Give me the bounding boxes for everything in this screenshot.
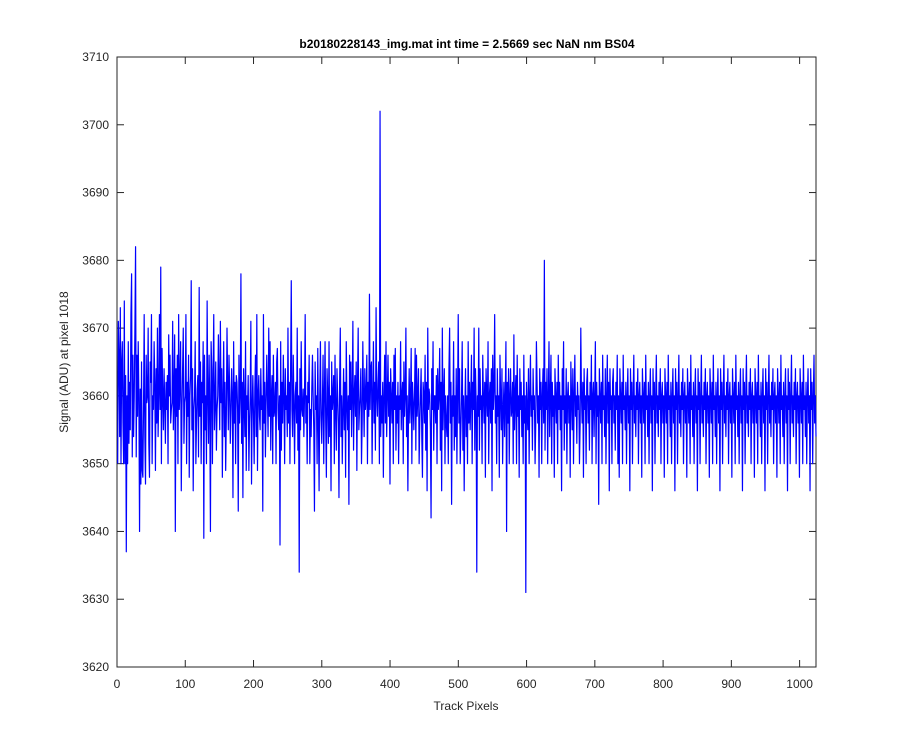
series-layer bbox=[117, 110, 817, 594]
y-tick-label: 3690 bbox=[82, 186, 109, 200]
y-axis-ticks: 3620 3630 3640 3650 3660 3670 3680 3690 3700 3710 bbox=[82, 50, 816, 674]
axes-box bbox=[116, 56, 817, 668]
x-tick-label: 100 bbox=[175, 677, 195, 691]
y-tick-label: 3700 bbox=[82, 118, 109, 132]
x-axis-label: Track Pixels bbox=[434, 699, 499, 713]
x-tick-label: 600 bbox=[517, 677, 537, 691]
x-tick-label: 400 bbox=[380, 677, 400, 691]
y-tick-label: 3650 bbox=[82, 457, 109, 471]
chart-title: b20180228143_img.mat int time = 2.5669 s… bbox=[299, 37, 635, 51]
series-line bbox=[117, 110, 817, 594]
y-tick-label: 3660 bbox=[82, 389, 109, 403]
y-tick-label: 3670 bbox=[82, 321, 109, 335]
x-tick-label: 1000 bbox=[786, 677, 813, 691]
x-tick-label: 0 bbox=[114, 677, 121, 691]
y-tick-label: 3630 bbox=[82, 592, 109, 606]
plot-area: 0 100 200 300 400 500 600 700 800 900 1000 3620 363… bbox=[82, 50, 817, 691]
x-tick-label: 300 bbox=[312, 677, 332, 691]
x-axis-ticks: 0 100 200 300 400 500 600 700 800 900 1000 bbox=[114, 57, 813, 691]
y-tick-label: 3640 bbox=[82, 524, 109, 538]
y-tick-label: 3680 bbox=[82, 253, 109, 267]
x-tick-label: 700 bbox=[585, 677, 605, 691]
y-axis-label: Signal (ADU) at pixel 1018 bbox=[57, 291, 71, 433]
x-tick-label: 200 bbox=[244, 677, 264, 691]
x-tick-label: 500 bbox=[448, 677, 468, 691]
y-tick-label: 3710 bbox=[82, 50, 109, 64]
x-tick-label: 800 bbox=[653, 677, 673, 691]
x-tick-label: 900 bbox=[721, 677, 741, 691]
y-tick-label: 3620 bbox=[82, 660, 109, 674]
